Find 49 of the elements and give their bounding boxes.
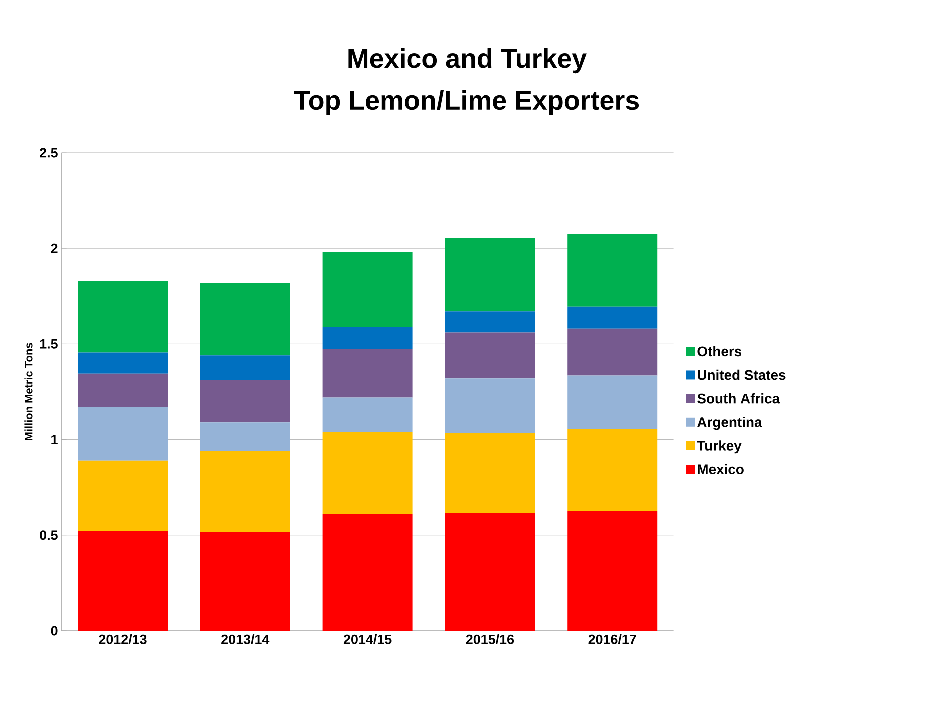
x-tick-label: 2016/17 [588, 634, 636, 645]
y-axis-title: Million Metric Tons [24, 343, 33, 440]
y-tick-label: 0 [51, 626, 58, 636]
bar [568, 234, 658, 307]
y-tick-label: 0.5 [40, 530, 58, 540]
bar [445, 332, 536, 379]
bar [568, 511, 658, 631]
x-tick-label: 2014/15 [344, 634, 392, 645]
bar [568, 429, 658, 512]
legend-label: United States [698, 370, 786, 380]
bar [78, 407, 168, 461]
bar [322, 514, 413, 631]
bar [568, 376, 658, 430]
x-tick-label: 2012/13 [99, 634, 147, 645]
y-tick-label: 2 [51, 244, 58, 254]
bar [200, 451, 290, 533]
legend-label: South Africa [698, 394, 780, 404]
bar [200, 283, 290, 356]
bar [445, 238, 536, 312]
legend-label: Argentina [698, 417, 762, 430]
bar [445, 433, 536, 514]
legend-label: Mexico [698, 464, 744, 475]
x-tick-label: 2015/16 [466, 634, 514, 645]
bar [322, 252, 413, 327]
bar [200, 356, 290, 381]
bar [200, 380, 290, 423]
bar [322, 326, 413, 349]
bar [568, 328, 658, 376]
bar [445, 312, 536, 333]
bar [445, 513, 536, 631]
bar [445, 378, 536, 434]
chart-title: Mexico and Turkey Top Lemon/Lime Exporters [294, 48, 640, 116]
bar [78, 374, 168, 408]
bar [78, 352, 168, 374]
legend-label: Others [698, 346, 742, 357]
bar [322, 432, 413, 514]
bar [200, 532, 290, 631]
bar [78, 460, 168, 532]
x-tick-label: 2013/14 [222, 634, 270, 645]
legend-label: Turkey [697, 440, 742, 454]
y-tick-label: 1.5 [40, 339, 58, 349]
bar [200, 422, 290, 452]
bar [78, 532, 168, 631]
bar [322, 398, 413, 432]
bar [78, 281, 168, 353]
bar [322, 348, 413, 398]
y-tick-label: 2.5 [40, 148, 58, 158]
bar [568, 306, 658, 329]
y-tick-label: 1 [52, 435, 58, 444]
